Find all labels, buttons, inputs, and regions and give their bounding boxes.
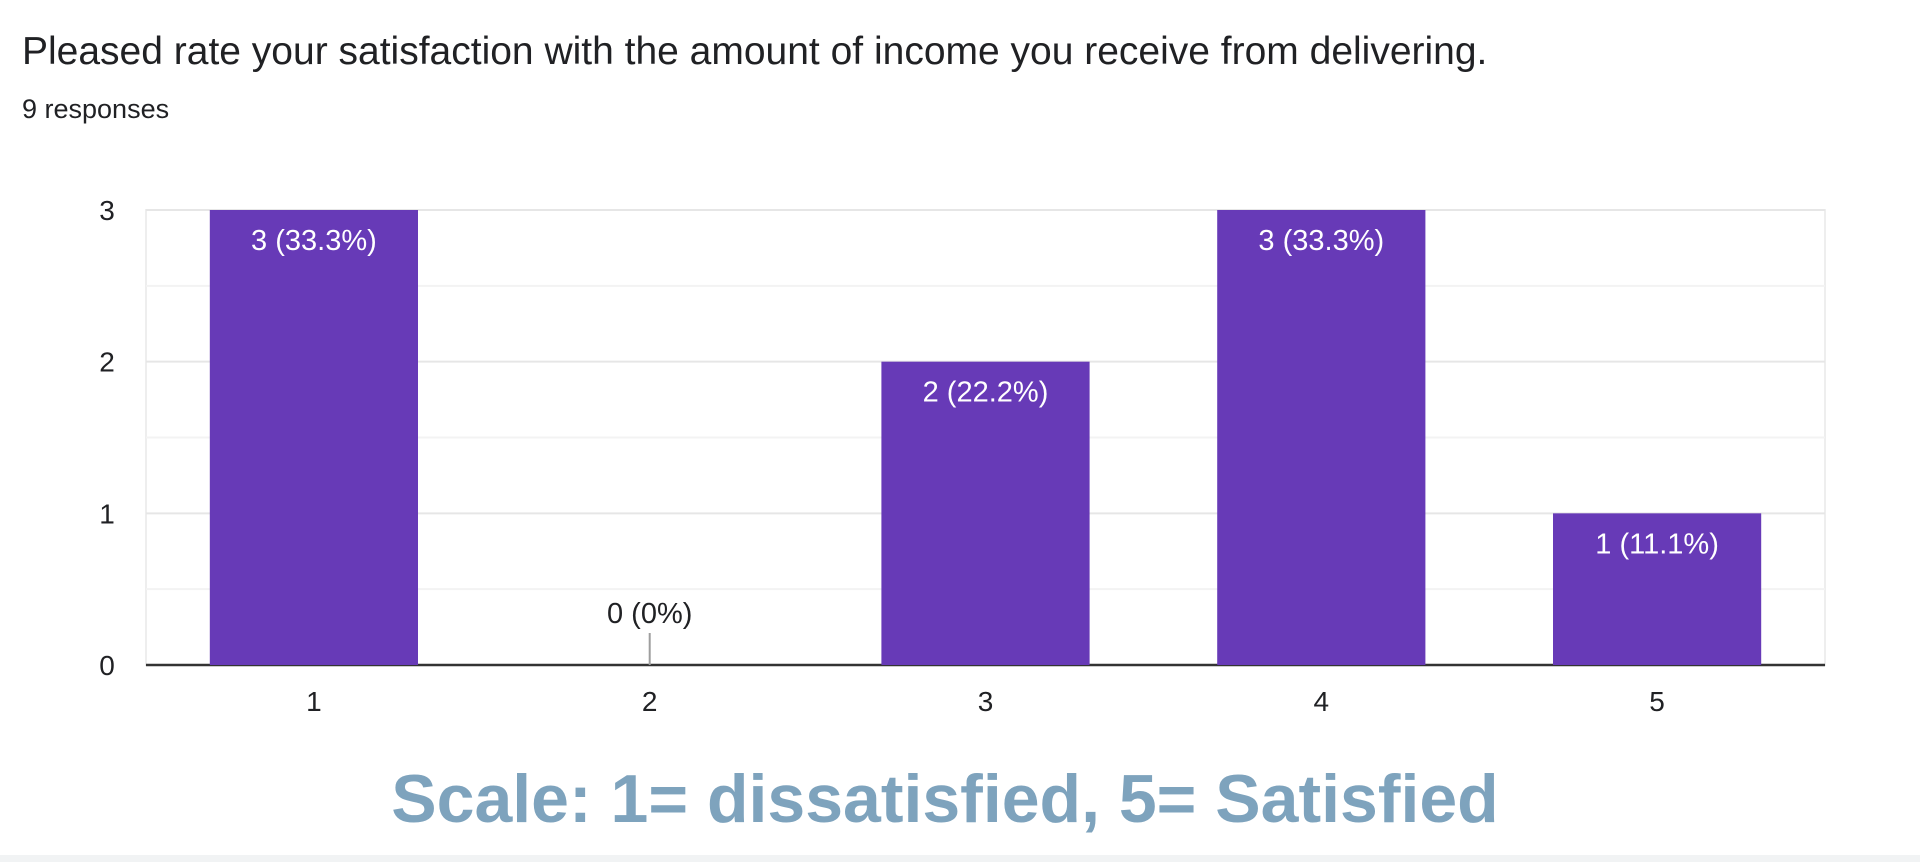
bar — [1217, 210, 1426, 665]
y-tick-label: 0 — [99, 650, 115, 681]
y-tick-label: 3 — [99, 195, 115, 226]
x-tick-label: 3 — [978, 686, 994, 717]
question-title: Pleased rate your satisfaction with the … — [22, 30, 1488, 73]
data-label: 3 (33.3%) — [251, 225, 377, 257]
bottom-divider — [0, 855, 1920, 862]
x-axis-ticks: 1 2 3 4 5 — [306, 686, 1665, 717]
scale-note: Scale: 1= dissatisfied, 5= Satisfied — [391, 761, 1499, 837]
bar — [209, 210, 418, 665]
x-tick-label: 2 — [642, 686, 658, 717]
bar — [1553, 513, 1762, 665]
x-tick-label: 5 — [1649, 686, 1665, 717]
bar — [881, 361, 1090, 665]
y-tick-label: 2 — [99, 347, 115, 378]
data-label: 3 (33.3%) — [1258, 225, 1384, 257]
y-tick-label: 1 — [99, 498, 115, 529]
chart-bars — [209, 210, 1762, 665]
y-axis-ticks: 0 1 2 3 — [99, 195, 115, 681]
response-count: 9 responses — [22, 94, 170, 124]
data-label: 1 (11.1%) — [1595, 528, 1719, 560]
data-label: 0 (0%) — [607, 598, 692, 630]
x-tick-label: 1 — [306, 686, 322, 717]
data-label: 2 (22.2%) — [923, 377, 1049, 409]
x-tick-label: 4 — [1314, 686, 1330, 717]
data-labels: 3 (33.3%) 0 (0%) 2 (22.2%) 3 (33.3%) 1 (11.1… — [251, 225, 1719, 665]
